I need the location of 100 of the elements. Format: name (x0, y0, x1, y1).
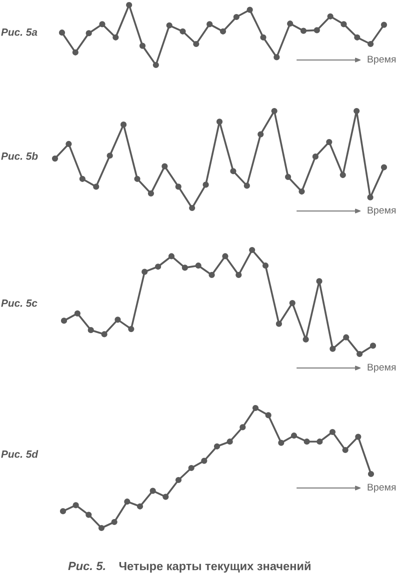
point (354, 108, 360, 114)
point (330, 346, 336, 352)
point (276, 320, 282, 327)
point (326, 138, 332, 146)
point (202, 182, 209, 188)
point (249, 246, 256, 254)
point (162, 494, 169, 500)
point (152, 62, 159, 68)
point (298, 188, 305, 195)
point (314, 27, 320, 34)
point (101, 331, 108, 338)
point (66, 140, 72, 148)
point (316, 438, 323, 445)
point (226, 438, 233, 445)
point (271, 108, 278, 114)
point (327, 13, 334, 20)
point (175, 184, 182, 190)
text: Рис. 5d (1, 450, 38, 458)
annotation: Время (368, 484, 396, 493)
point (368, 40, 374, 48)
point (79, 176, 86, 182)
point (150, 488, 156, 494)
point (86, 30, 92, 36)
point (86, 512, 92, 518)
text: Время (368, 364, 396, 373)
point (182, 264, 188, 271)
point (60, 318, 68, 324)
point (88, 327, 94, 334)
point (262, 262, 269, 269)
point (208, 272, 215, 278)
point (260, 34, 266, 40)
point (139, 42, 146, 49)
point (93, 184, 100, 190)
point (180, 28, 186, 34)
point (134, 176, 140, 182)
point (380, 164, 388, 170)
point (316, 278, 322, 284)
point (195, 262, 202, 269)
point (111, 518, 118, 526)
point (370, 342, 376, 349)
point (343, 334, 350, 340)
point (356, 350, 363, 358)
point (340, 21, 347, 28)
point (216, 118, 223, 125)
point (274, 54, 280, 60)
point (240, 424, 246, 430)
point (367, 194, 374, 200)
point (300, 28, 307, 34)
point (74, 310, 80, 316)
point (175, 476, 182, 484)
point (142, 268, 148, 275)
point (236, 272, 242, 278)
point (114, 316, 121, 323)
point (244, 182, 250, 189)
text: Рис. 5a (1, 28, 38, 36)
point (312, 154, 319, 160)
point (136, 503, 144, 510)
point (106, 152, 113, 159)
point (166, 22, 172, 28)
point (126, 2, 132, 8)
point (112, 34, 119, 40)
annotation: Время (368, 206, 396, 216)
point (258, 131, 264, 138)
point (189, 204, 196, 212)
point (342, 446, 348, 454)
point (354, 34, 360, 40)
point (222, 253, 228, 260)
point (252, 404, 259, 412)
point (99, 21, 106, 28)
point (154, 264, 162, 270)
point (230, 168, 236, 174)
point (355, 434, 362, 440)
point (287, 20, 294, 27)
point (304, 438, 310, 445)
point (98, 524, 105, 532)
point (60, 508, 66, 514)
point (380, 22, 388, 28)
point (329, 428, 336, 436)
point (201, 458, 208, 464)
point (214, 443, 220, 450)
text: Рис. 5c (1, 300, 38, 307)
point (265, 412, 272, 418)
point (220, 28, 226, 34)
point (368, 470, 374, 478)
point (162, 163, 168, 170)
point (128, 326, 134, 332)
point (289, 300, 296, 306)
point (52, 155, 58, 162)
point (148, 190, 154, 197)
point (193, 40, 200, 48)
point (278, 440, 284, 446)
text: Четыре карты текущих значений (119, 561, 310, 573)
point (246, 6, 253, 13)
point (188, 464, 194, 472)
point (284, 174, 292, 180)
text: Рис. 5. (68, 562, 106, 570)
text: Рис. 5b (1, 152, 38, 160)
point (168, 253, 175, 260)
point (124, 498, 130, 505)
point (120, 122, 127, 128)
